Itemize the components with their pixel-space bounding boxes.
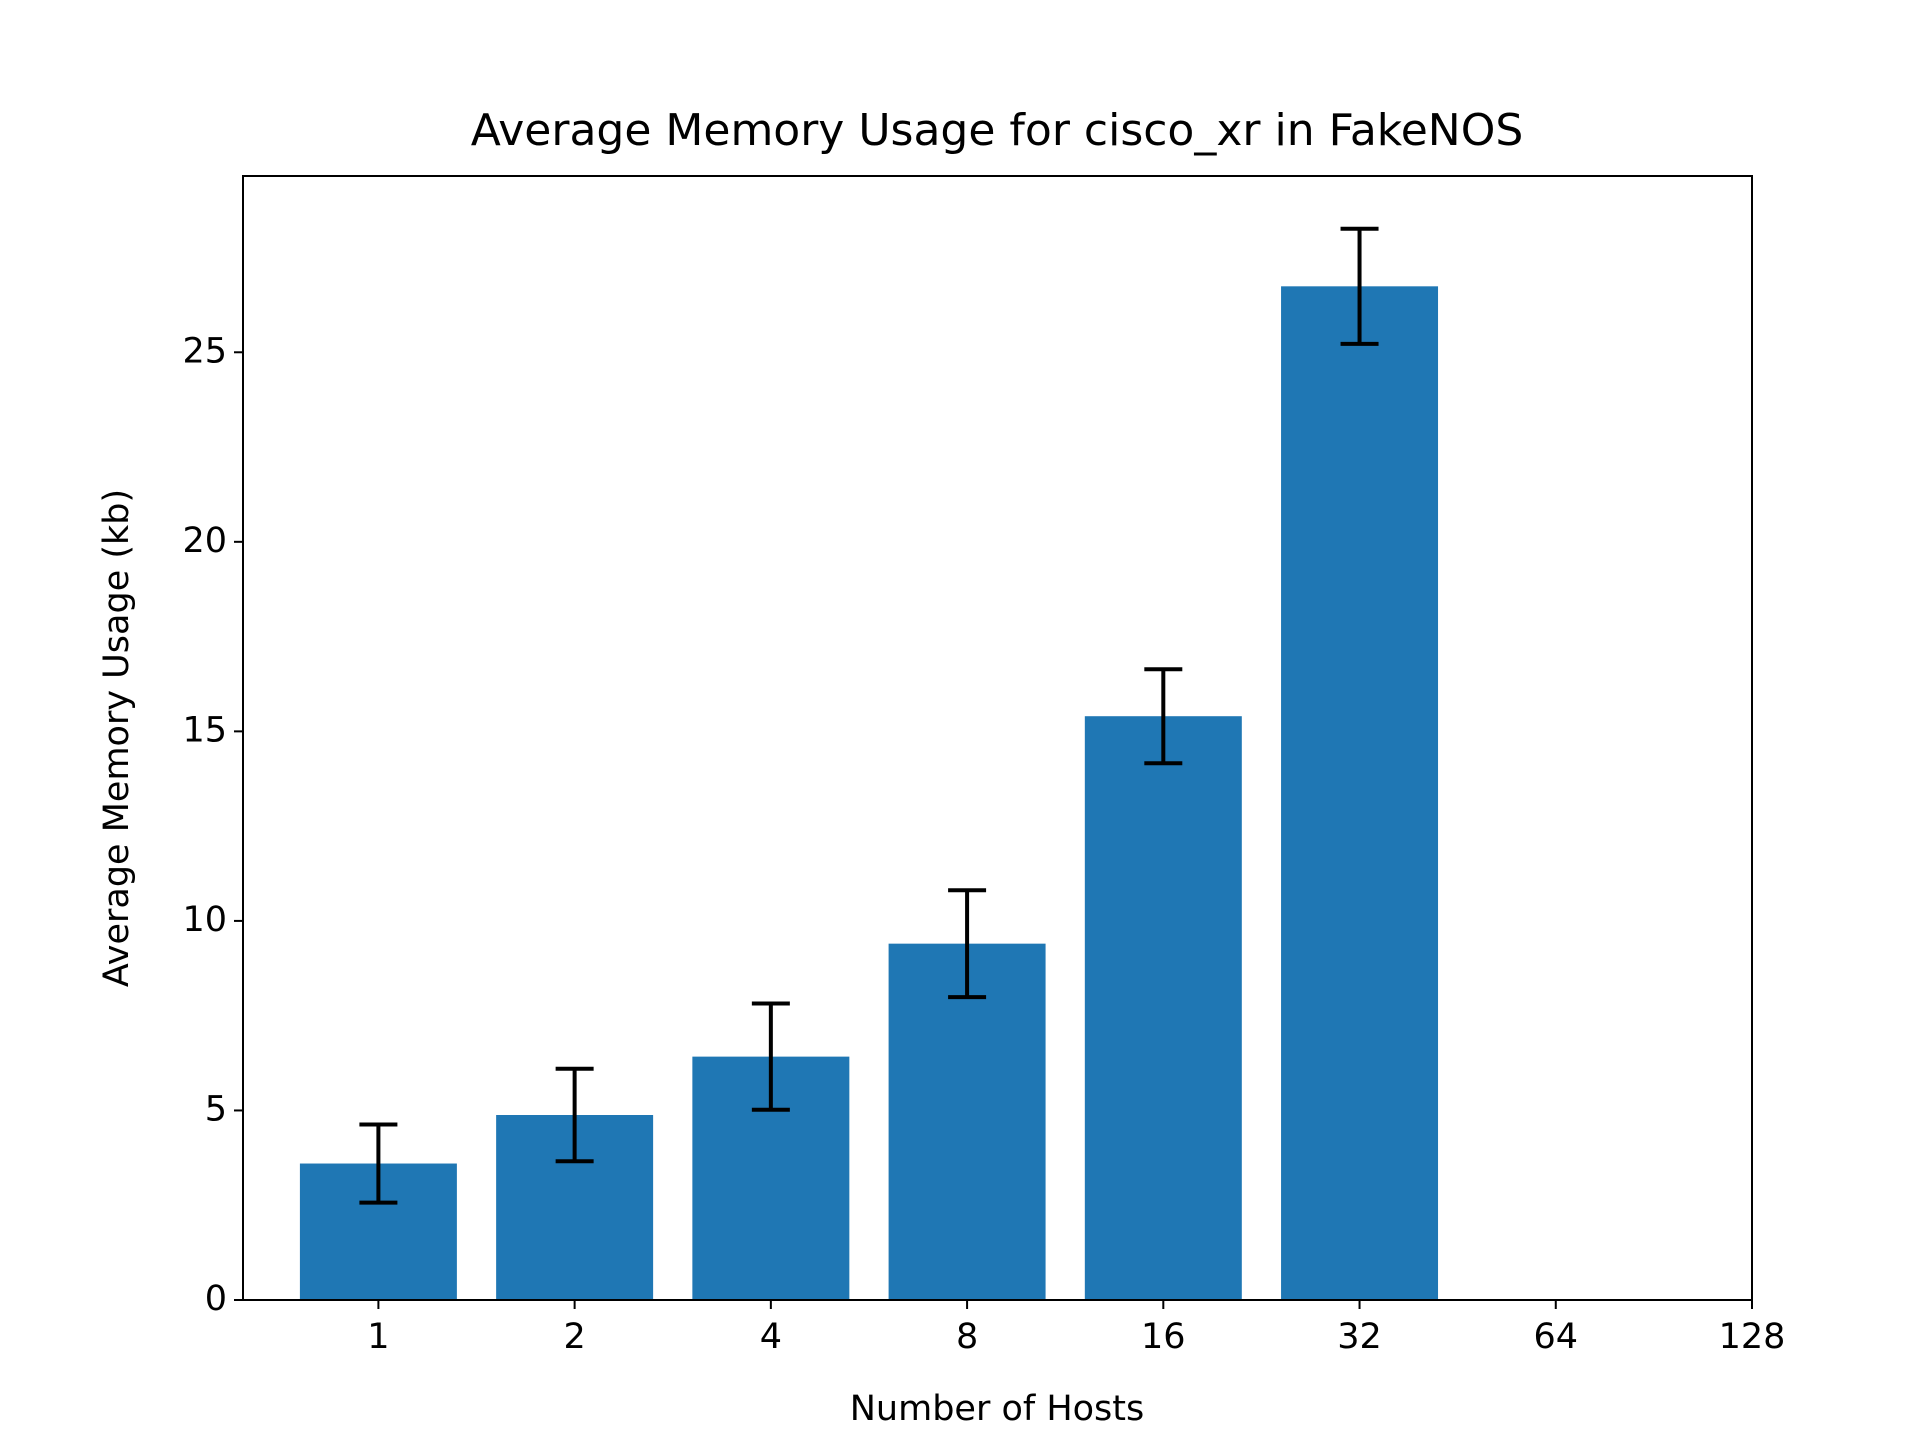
x-axis-label: Number of Hosts bbox=[850, 1389, 1145, 1429]
x-tick-label: 2 bbox=[563, 1317, 585, 1357]
error-bar bbox=[751, 1001, 790, 1112]
error-bar bbox=[1144, 667, 1183, 766]
x-tick-label: 128 bbox=[1719, 1317, 1786, 1357]
chart-title: Average Memory Usage for cisco_xr in Fak… bbox=[471, 105, 1524, 156]
x-tick-label: 32 bbox=[1337, 1317, 1382, 1357]
error-bar bbox=[555, 1066, 594, 1164]
x-tick-label: 8 bbox=[956, 1317, 978, 1357]
bar bbox=[1084, 716, 1242, 1300]
error-bar bbox=[359, 1122, 398, 1205]
x-tick-label: 16 bbox=[1141, 1317, 1186, 1357]
y-tick-label: 15 bbox=[182, 710, 227, 750]
error-bar bbox=[1340, 226, 1379, 346]
error-bar bbox=[948, 888, 987, 1000]
y-tick-label: 0 bbox=[205, 1279, 227, 1319]
x-tick-label: 4 bbox=[760, 1317, 782, 1357]
x-tick-label: 64 bbox=[1533, 1317, 1578, 1357]
plot-frame bbox=[242, 175, 1753, 1301]
y-tick-label: 20 bbox=[182, 521, 227, 561]
y-axis-label: Average Memory Usage (kb) bbox=[97, 489, 137, 987]
bar bbox=[888, 943, 1046, 1300]
y-tick-label: 5 bbox=[205, 1089, 227, 1129]
bar bbox=[1281, 286, 1439, 1300]
y-tick-label: 25 bbox=[182, 331, 227, 371]
y-tick-label: 10 bbox=[182, 900, 227, 940]
x-tick-label: 1 bbox=[367, 1317, 389, 1357]
